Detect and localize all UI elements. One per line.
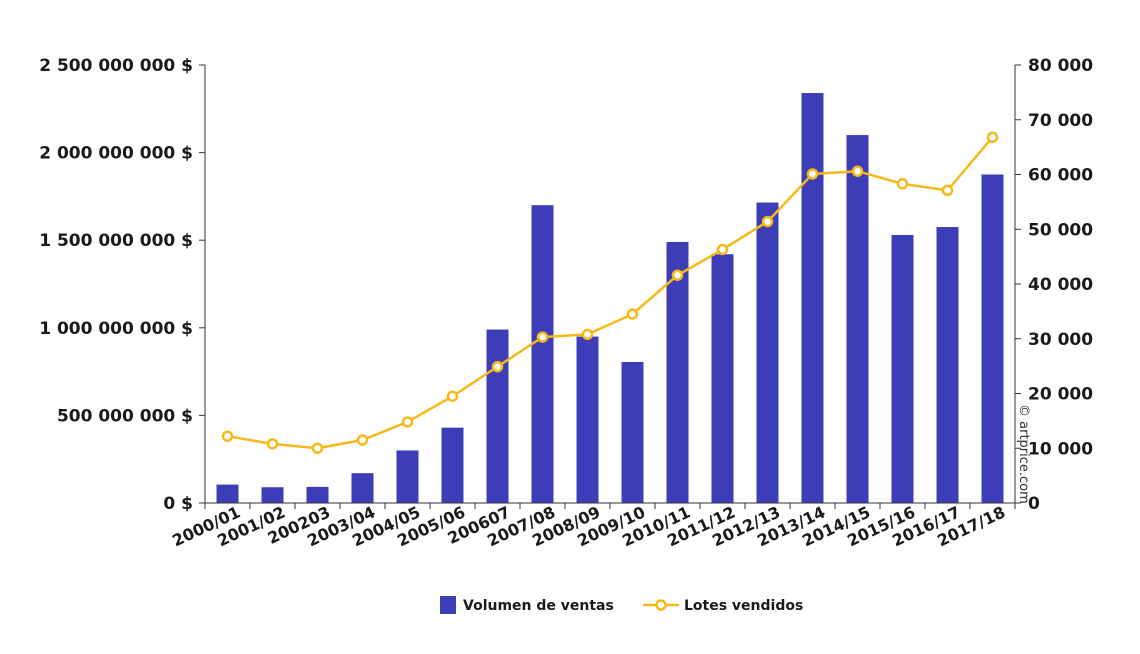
left-tick-label: 2 500 000 000 $ (39, 56, 193, 76)
bar-2003/04 (351, 473, 374, 503)
point-2012/13 (761, 215, 774, 228)
bar-2001/02 (261, 487, 284, 503)
right-tick-label: 10 000 (1028, 439, 1093, 459)
legend-label-volumen: Volumen de ventas (463, 598, 614, 614)
credit-label: © artprice.com (1016, 404, 1031, 504)
point-2016/17 (941, 184, 954, 197)
series-line-lotes (227, 136, 994, 450)
bar-2010/11 (666, 241, 689, 503)
point-2003/04 (356, 434, 369, 446)
bar-2008/09 (576, 336, 599, 503)
right-tick-label: 40 000 (1028, 275, 1093, 295)
point-2004/05 (401, 416, 414, 428)
line-layer (221, 131, 999, 454)
bar-2011/12 (711, 254, 734, 503)
bar-2015/16 (891, 234, 914, 503)
bar-2009/10 (621, 361, 644, 503)
point-2011/12 (716, 243, 729, 256)
bar-200607 (486, 329, 509, 503)
right-tick-label: 70 000 (1028, 111, 1093, 131)
point-2014/15 (851, 165, 864, 177)
bar-2004/05 (396, 450, 419, 503)
legend-swatch-bar (440, 596, 456, 614)
left-tick-label: 0 $ (163, 494, 193, 514)
left-tick-label: 500 000 000 $ (57, 406, 193, 426)
bar-2007/08 (531, 205, 554, 503)
bar-2013/14 (801, 93, 824, 504)
legend-label-lotes: Lotes vendidos (684, 598, 803, 614)
point-2005/06 (446, 390, 459, 402)
right-tick-label: 60 000 (1028, 166, 1093, 186)
point-2007/08 (536, 331, 549, 343)
point-2000/01 (221, 430, 234, 442)
point-2008/09 (581, 328, 594, 341)
point-200203 (311, 442, 324, 454)
left-tick-label: 1 500 000 000 $ (39, 231, 193, 251)
point-2015/16 (896, 178, 909, 190)
point-2017/18 (986, 131, 999, 144)
right-tick-label: 0 (1028, 494, 1040, 514)
right-tick-label: 50 000 (1028, 220, 1093, 240)
point-2001/02 (266, 438, 279, 450)
right-tick-label: 30 000 (1028, 330, 1093, 350)
bar-2012/13 (756, 202, 779, 504)
ticks-layer: 0 $ 500 000 000 $ 1 000 000 000 $ 1 500 000… (39, 56, 1093, 550)
bar-2016/17 (936, 227, 959, 503)
bars-layer (216, 93, 1004, 504)
bar-2014/15 (846, 135, 869, 503)
left-tick-label: 1 000 000 000 $ (39, 319, 193, 339)
point-2010/11 (671, 269, 684, 281)
bar-200203 (306, 486, 329, 503)
right-tick-label: 20 000 (1028, 385, 1093, 405)
point-200607 (491, 360, 504, 373)
bar-2000/01 (216, 484, 239, 503)
legend-swatch-marker (655, 599, 667, 611)
left-tick-label: 2 000 000 000 $ (39, 144, 193, 164)
legend: Volumen de ventas Lotes vendidos (440, 596, 803, 614)
bar-2005/06 (441, 427, 464, 503)
bar-2017/18 (981, 174, 1004, 503)
point-2009/10 (626, 308, 639, 320)
right-tick-label: 80 000 (1028, 56, 1093, 76)
point-2013/14 (806, 168, 819, 180)
